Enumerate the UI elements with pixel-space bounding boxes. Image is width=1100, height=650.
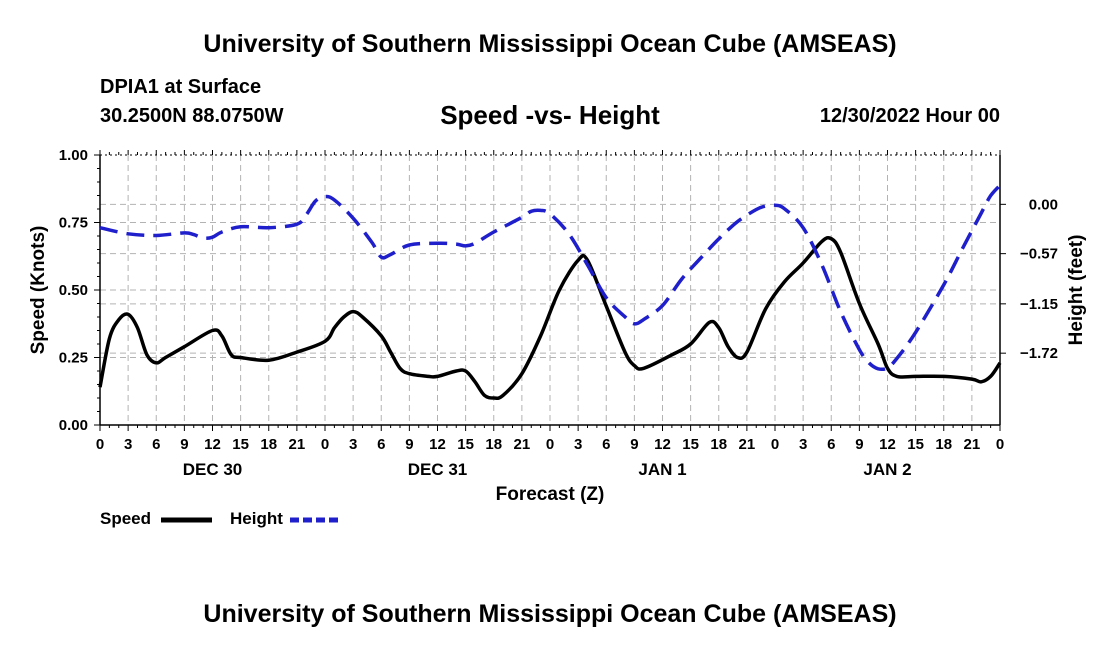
footer-title: University of Southern Mississippi Ocean…	[203, 600, 897, 628]
legend-speed-label: Speed	[100, 509, 152, 528]
x-tick-label: 21	[739, 436, 756, 453]
y-left-tick-label: 0.25	[59, 350, 88, 367]
x-tick-label: 9	[405, 436, 413, 453]
forecast-datetime: 12/30/2022 Hour 00	[819, 105, 1000, 127]
x-tick-label: 0	[546, 436, 554, 453]
x-tick-label: 0	[996, 436, 1004, 453]
y-left-tick-label: 0.50	[59, 282, 88, 299]
x-tick-label: 12	[204, 436, 221, 453]
x-tick-label: 15	[907, 436, 924, 453]
y-left-tick-label: 0.00	[59, 417, 88, 434]
x-tick-label: 3	[124, 436, 132, 453]
y-right-tick-label: −1.72	[1020, 345, 1058, 362]
x-tick-label: 18	[935, 436, 952, 453]
legend-height-label: Height	[230, 509, 283, 528]
station-label: DPIA1 at Surface	[100, 76, 262, 98]
x-tick-label: 9	[180, 436, 188, 453]
x-tick-label: 3	[574, 436, 582, 453]
x-tick-label: 6	[377, 436, 385, 453]
x-tick-label: 12	[654, 436, 671, 453]
day-label: JAN 1	[638, 460, 686, 479]
chart-title: University of Southern Mississippi Ocean…	[203, 30, 897, 58]
x-tick-label: 21	[514, 436, 531, 453]
x-tick-label: 6	[827, 436, 835, 453]
x-tick-label: 0	[96, 436, 104, 453]
data-series	[98, 184, 1002, 400]
x-tick-label: 12	[429, 436, 446, 453]
x-tick-label: 0	[321, 436, 329, 453]
y-left-tick-label: 0.75	[59, 215, 88, 232]
x-axis-label: Forecast (Z)	[496, 484, 605, 505]
x-tick-label: 3	[799, 436, 807, 453]
x-tick-label: 15	[457, 436, 474, 453]
x-tick-label: 0	[771, 436, 779, 453]
grid-lines	[100, 155, 1000, 425]
day-label: JAN 2	[863, 460, 911, 479]
x-tick-label: 12	[879, 436, 896, 453]
speed-series-line	[98, 235, 1002, 400]
x-tick-label: 18	[710, 436, 727, 453]
x-tick-label: 6	[602, 436, 610, 453]
axes: 0 3 6 9 12 15 18 21 0 3 6 9 12 15 18 21 0 3 6 9 12 15 18 21 0 3 6 9…	[59, 147, 1058, 479]
day-label: DEC 31	[408, 460, 468, 479]
height-series-line	[99, 184, 1002, 372]
y-left-tick-label: 1.00	[59, 147, 88, 164]
x-tick-label: 18	[260, 436, 277, 453]
x-tick-label: 15	[682, 436, 699, 453]
coordinates-label: 30.2500N 88.0750W	[100, 105, 284, 127]
y-right-tick-label: 0.00	[1029, 196, 1058, 213]
x-tick-label: 6	[152, 436, 160, 453]
y-axis-left-label: Speed (Knots)	[28, 226, 49, 355]
x-tick-label: 18	[485, 436, 502, 453]
day-label: DEC 30	[183, 460, 243, 479]
x-tick-label: 21	[289, 436, 306, 453]
x-tick-label: 21	[964, 436, 981, 453]
x-tick-label: 15	[232, 436, 249, 453]
chart-subtitle: Speed -vs- Height	[440, 100, 660, 130]
axis-labels: Forecast (Z) Speed (Knots) Height (feet)	[28, 226, 1087, 505]
y-axis-right-label: Height (feet)	[1066, 235, 1087, 346]
y-right-tick-label: −1.15	[1020, 296, 1058, 313]
x-tick-label: 9	[630, 436, 638, 453]
y-right-tick-label: −0.57	[1020, 246, 1058, 263]
x-tick-label: 9	[855, 436, 863, 453]
x-tick-label: 3	[349, 436, 357, 453]
